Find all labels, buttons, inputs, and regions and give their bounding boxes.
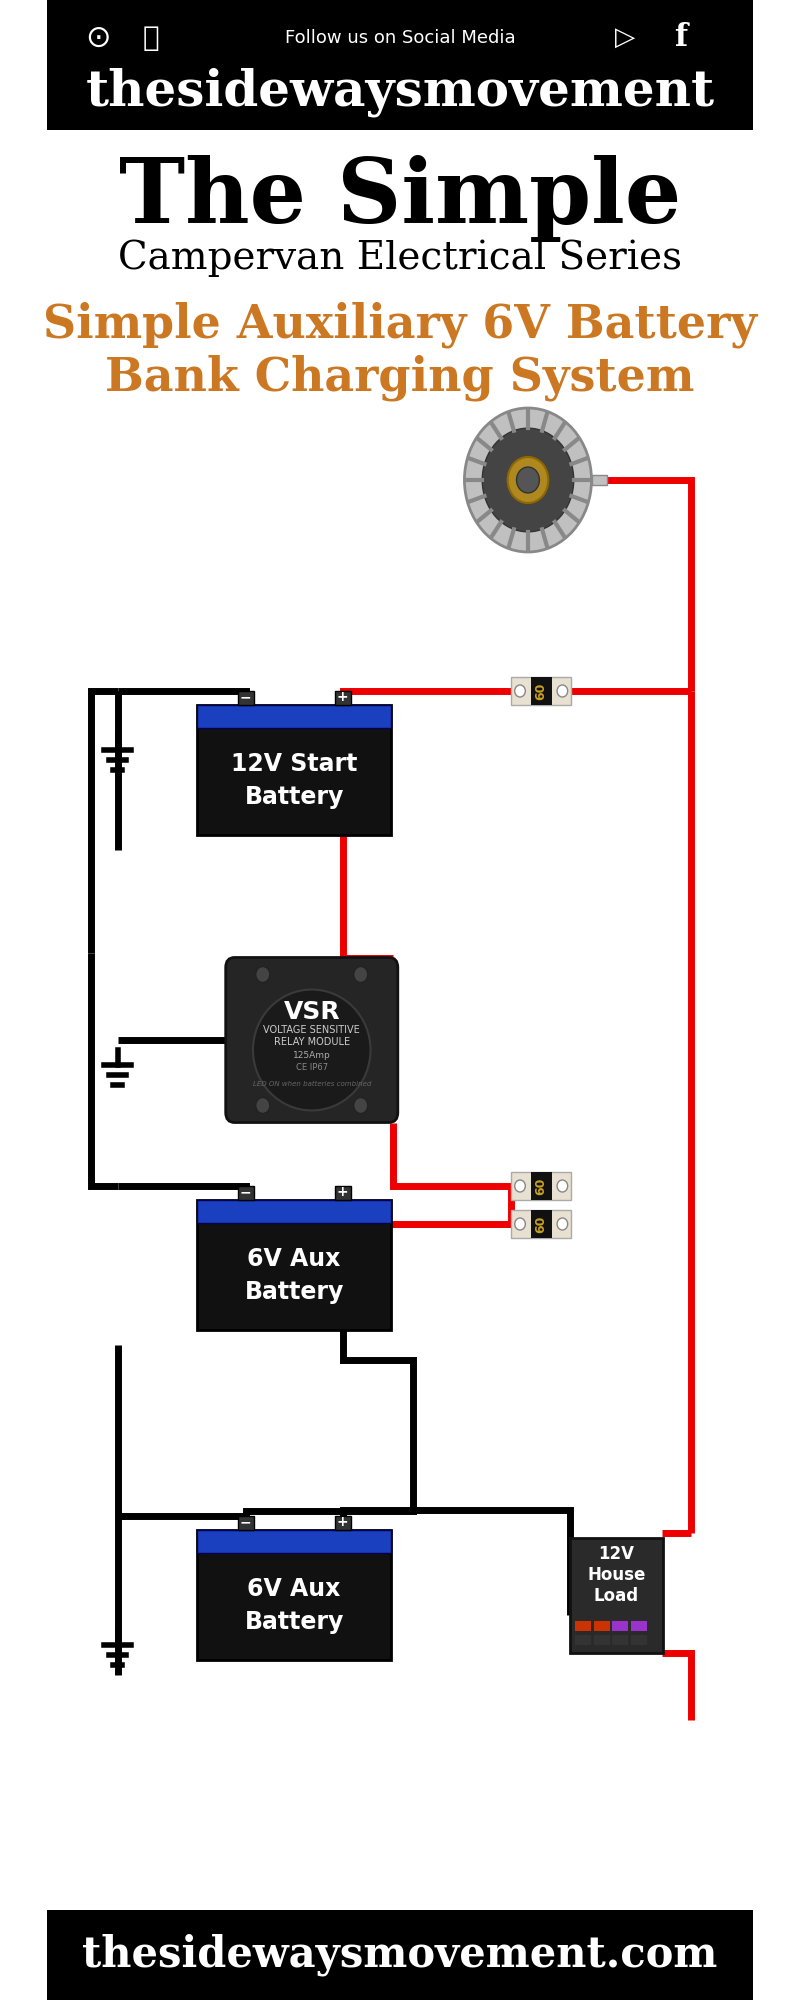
Text: 60: 60 (534, 682, 548, 700)
Bar (530, 1172, 552, 1200)
Circle shape (482, 428, 574, 532)
Text: thesidewaysmovement: thesidewaysmovement (86, 68, 714, 116)
Bar (575, 1634, 591, 1644)
Bar (530, 676, 552, 706)
Bar (630, 1620, 646, 1630)
Bar (238, 1186, 254, 1200)
Circle shape (508, 456, 548, 504)
Bar (511, 1210, 571, 1238)
Bar (238, 1516, 254, 1530)
Circle shape (256, 1098, 270, 1114)
Bar (197, 1530, 391, 1554)
Text: ⊙: ⊙ (86, 24, 111, 52)
Circle shape (354, 966, 368, 982)
Circle shape (354, 1098, 368, 1114)
Bar (612, 1620, 628, 1630)
Bar (197, 706, 391, 728)
Text: 12V
House
Load: 12V House Load (587, 1546, 646, 1604)
Circle shape (517, 468, 539, 492)
Bar (570, 1538, 662, 1652)
Bar (47, 0, 753, 130)
Text: Bank Charging System: Bank Charging System (106, 354, 694, 402)
Bar (511, 1172, 571, 1200)
Text: VSR: VSR (283, 1000, 340, 1024)
FancyBboxPatch shape (226, 958, 398, 1122)
Text: −: − (240, 1184, 251, 1198)
Bar (197, 1530, 391, 1660)
Text: f: f (674, 22, 687, 54)
Bar (630, 1634, 646, 1644)
Text: LED ON when batteries combined: LED ON when batteries combined (253, 1080, 371, 1088)
Circle shape (557, 1180, 568, 1192)
Circle shape (557, 1218, 568, 1230)
Text: +: + (337, 690, 349, 704)
Circle shape (514, 1218, 526, 1230)
Circle shape (557, 684, 568, 698)
Text: Ⓟ: Ⓟ (143, 24, 159, 52)
Bar (594, 1634, 610, 1644)
Text: 6V Aux
Battery: 6V Aux Battery (245, 1246, 344, 1304)
Text: 60: 60 (534, 1178, 548, 1194)
Bar (612, 1634, 628, 1644)
Text: Simple Auxiliary 6V Battery: Simple Auxiliary 6V Battery (43, 302, 757, 348)
Text: −: − (240, 690, 251, 704)
Circle shape (465, 408, 591, 552)
Bar (594, 1620, 610, 1630)
Text: +: + (337, 1184, 349, 1198)
Text: 125Amp: 125Amp (293, 1052, 330, 1060)
Text: +: + (337, 1516, 349, 1528)
Bar (197, 1200, 391, 1224)
Text: 60: 60 (534, 1216, 548, 1232)
Text: Follow us on Social Media: Follow us on Social Media (285, 28, 515, 46)
Bar (197, 1200, 391, 1330)
Bar (47, 1910, 753, 2000)
Text: −: − (240, 1516, 251, 1528)
Text: RELAY MODULE: RELAY MODULE (274, 1036, 350, 1048)
Circle shape (256, 966, 270, 982)
Text: 12V Start
Battery: 12V Start Battery (231, 752, 358, 810)
Text: thesidewaysmovement.com: thesidewaysmovement.com (82, 1934, 718, 1976)
Text: CE IP67: CE IP67 (296, 1064, 328, 1072)
Text: The Simple: The Simple (119, 154, 681, 242)
Ellipse shape (253, 990, 370, 1110)
Text: 6V Aux
Battery: 6V Aux Battery (245, 1576, 344, 1634)
Bar (591, 474, 607, 484)
Bar (334, 1186, 350, 1200)
Text: Campervan Electrical Series: Campervan Electrical Series (118, 240, 682, 276)
Bar (511, 676, 571, 706)
Bar (334, 692, 350, 706)
Bar (197, 706, 391, 836)
Circle shape (514, 1180, 526, 1192)
Circle shape (514, 684, 526, 698)
Bar (530, 1210, 552, 1238)
Text: ▷: ▷ (615, 24, 635, 50)
Bar (334, 1516, 350, 1530)
Bar (575, 1620, 591, 1630)
Text: VOLTAGE SENSITIVE: VOLTAGE SENSITIVE (263, 1024, 360, 1036)
Bar (238, 692, 254, 706)
